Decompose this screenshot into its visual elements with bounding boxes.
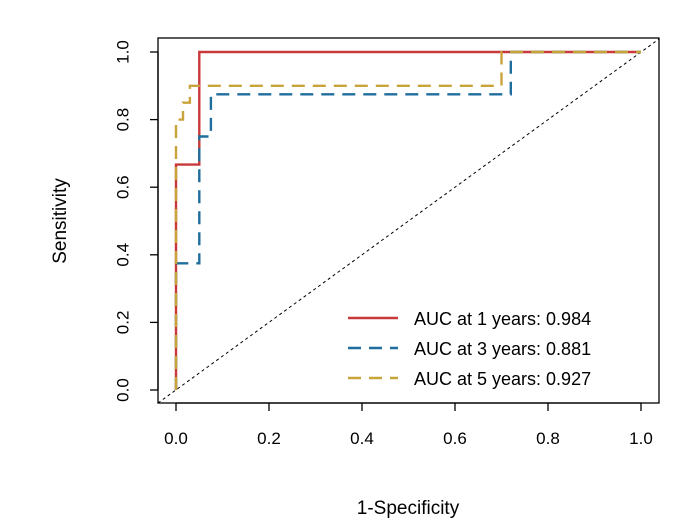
x-tick-label: 0.2 — [257, 429, 281, 448]
y-tick-label: 0.6 — [113, 175, 132, 199]
y-tick-label: 0.4 — [113, 243, 132, 267]
legend-label-3: AUC at 5 years: 0.927 — [414, 369, 591, 389]
x-tick-label: 0.8 — [536, 429, 560, 448]
series-line-2 — [174, 50, 641, 390]
legend-label-1: AUC at 1 years: 0.984 — [414, 309, 591, 329]
plot-layer — [157, 38, 660, 404]
x-tick-label: 1.0 — [629, 429, 653, 448]
y-tick-label: 0.2 — [113, 311, 132, 335]
y-axis-title: Sensitivity — [50, 178, 71, 264]
y-tick-label: 0.0 — [113, 378, 132, 402]
legend-label-2: AUC at 3 years: 0.881 — [414, 339, 591, 359]
y-tick-label: 0.8 — [113, 108, 132, 132]
x-tick-label: 0.6 — [443, 429, 467, 448]
legend: AUC at 1 years: 0.984 AUC at 3 years: 0.8… — [348, 309, 591, 389]
series-line-3 — [174, 50, 641, 390]
x-tick-label: 0.0 — [164, 429, 188, 448]
x-tick-label: 0.4 — [350, 429, 374, 448]
x-axis-title: 1-Specificity — [357, 498, 460, 519]
reference-diagonal-line — [157, 38, 660, 404]
y-tick-label: 1.0 — [113, 40, 132, 64]
axes: 0.0 0.2 0.4 0.6 0.8 1.0 0.0 0.2 0.4 0.6 0.8 1.0 — [113, 40, 652, 448]
